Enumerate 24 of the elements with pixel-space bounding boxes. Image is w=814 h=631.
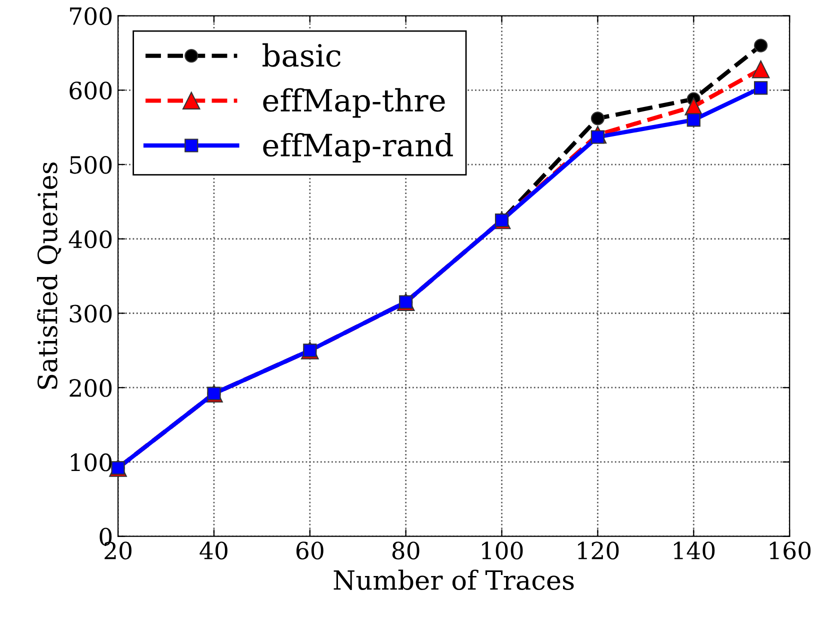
point — [686, 113, 700, 127]
y-tick-label: 300 — [70, 304, 112, 323]
y-tick-label: 200 — [70, 379, 112, 397]
x-tick-label: 80 — [392, 542, 420, 560]
legend-label: basic — [262, 43, 341, 67]
y-tick-label: 700 — [70, 7, 112, 26]
point — [752, 60, 770, 78]
point — [754, 38, 768, 52]
legend-label: effMap-rand — [263, 132, 453, 163]
y-axis-title: Satisfied Queries — [37, 162, 62, 389]
x-axis-title: Number of Traces — [334, 570, 574, 590]
point — [754, 81, 768, 95]
y-tick-label: 600 — [70, 82, 112, 100]
x-tick-label: 40 — [200, 542, 228, 560]
x-tick-label: 120 — [578, 542, 619, 560]
y-tick-label: 500 — [70, 156, 112, 174]
x-tick-label: 160 — [770, 542, 811, 560]
y-tick-label: 100 — [70, 453, 112, 472]
legend-label: effMap-thre — [263, 88, 445, 118]
y-tick-label: 400 — [68, 230, 112, 248]
x-tick-label: 60 — [296, 542, 324, 560]
x-tick-label: 140 — [674, 542, 715, 560]
point — [590, 112, 605, 126]
x-tick-label: 100 — [482, 542, 523, 560]
